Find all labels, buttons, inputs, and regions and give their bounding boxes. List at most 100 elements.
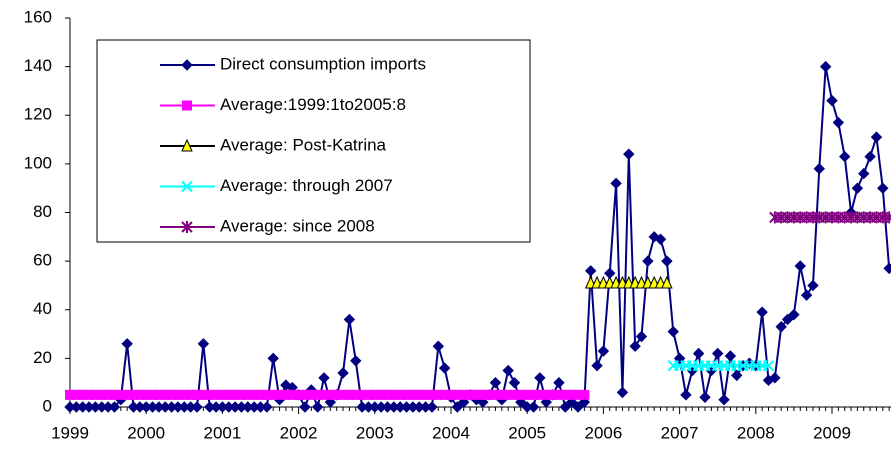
marker-shape [584,265,597,277]
marker [547,389,558,400]
marker-shape [401,389,412,400]
marker [769,372,781,384]
marker [90,389,101,400]
marker [832,116,845,129]
marker-shape [293,389,304,400]
marker [382,389,393,400]
legend-label: Average: through 2007 [220,176,393,195]
marker [553,376,565,389]
marker [274,389,285,400]
marker [96,389,107,400]
marker-shape [508,376,521,389]
marker-shape [255,389,266,400]
marker-shape [160,389,171,400]
marker-shape [197,338,210,350]
marker-shape [553,376,565,389]
marker-shape [573,389,583,400]
marker [711,347,724,360]
marker-shape [718,393,730,406]
marker-shape [756,306,768,318]
marker [181,138,193,152]
marker [268,389,279,400]
marker-shape [77,389,88,400]
marker-shape [534,389,545,400]
marker [311,401,324,413]
marker-shape [343,313,356,326]
marker-shape [109,389,120,400]
marker-shape [287,389,298,400]
marker [800,289,813,301]
marker [350,389,361,400]
y-tick-label: 20 [33,348,52,367]
marker-shape [261,401,273,413]
marker-shape [559,401,572,413]
marker-shape [800,289,813,301]
marker [489,376,502,389]
y-tick-label: 40 [33,299,52,318]
x-tick-label: 2002 [280,423,318,442]
marker-shape [325,389,336,400]
marker-shape [496,389,507,400]
marker-shape [198,389,209,400]
marker [432,340,445,352]
marker-shape [426,389,437,400]
x-tick-label: 2003 [356,423,394,442]
x-tick-label: 2004 [432,423,470,442]
marker-shape [357,389,368,400]
legend-label: Average:1999:1to2005:8 [220,95,406,114]
marker [699,391,711,403]
marker-shape [489,376,502,389]
marker [781,313,794,326]
marker-shape [433,389,444,400]
marker [267,352,279,365]
marker-shape [312,389,323,400]
marker [572,401,584,413]
x-tick-label: 2005 [508,423,546,442]
marker [181,180,193,193]
marker [350,355,362,367]
marker [610,177,622,190]
marker-shape [579,389,590,400]
marker [496,389,507,400]
marker [870,131,883,143]
marker [376,389,387,400]
marker-shape [528,389,539,400]
marker [756,306,768,318]
x-tick-label: 2009 [813,423,851,442]
marker [261,401,273,413]
y-tick-label: 120 [24,105,52,124]
y-tick-label: 100 [24,153,52,172]
marker-shape [832,116,845,129]
marker-shape [223,389,234,400]
marker-shape [667,325,679,338]
marker-shape [267,352,279,365]
marker [293,389,304,400]
marker [414,389,425,400]
marker-shape [236,389,247,400]
y-tick-label: 60 [33,251,52,270]
marker [299,401,311,413]
marker [484,389,495,400]
marker [471,389,482,400]
marker [217,389,228,400]
marker [337,367,349,379]
marker-shape [527,401,540,413]
marker-shape [560,389,571,400]
marker-shape [522,389,533,400]
marker [877,182,889,194]
marker [635,330,648,343]
marker [438,362,451,374]
marker [573,389,583,400]
marker-shape [648,231,660,243]
marker-shape [103,389,114,400]
marker [439,389,450,400]
marker-shape [724,350,737,362]
marker [762,359,775,372]
marker-shape [883,211,891,224]
marker [182,100,192,111]
marker-shape [71,389,82,400]
marker-shape [280,389,291,400]
marker-shape [541,389,552,400]
marker-shape [182,100,192,111]
marker [692,347,705,360]
